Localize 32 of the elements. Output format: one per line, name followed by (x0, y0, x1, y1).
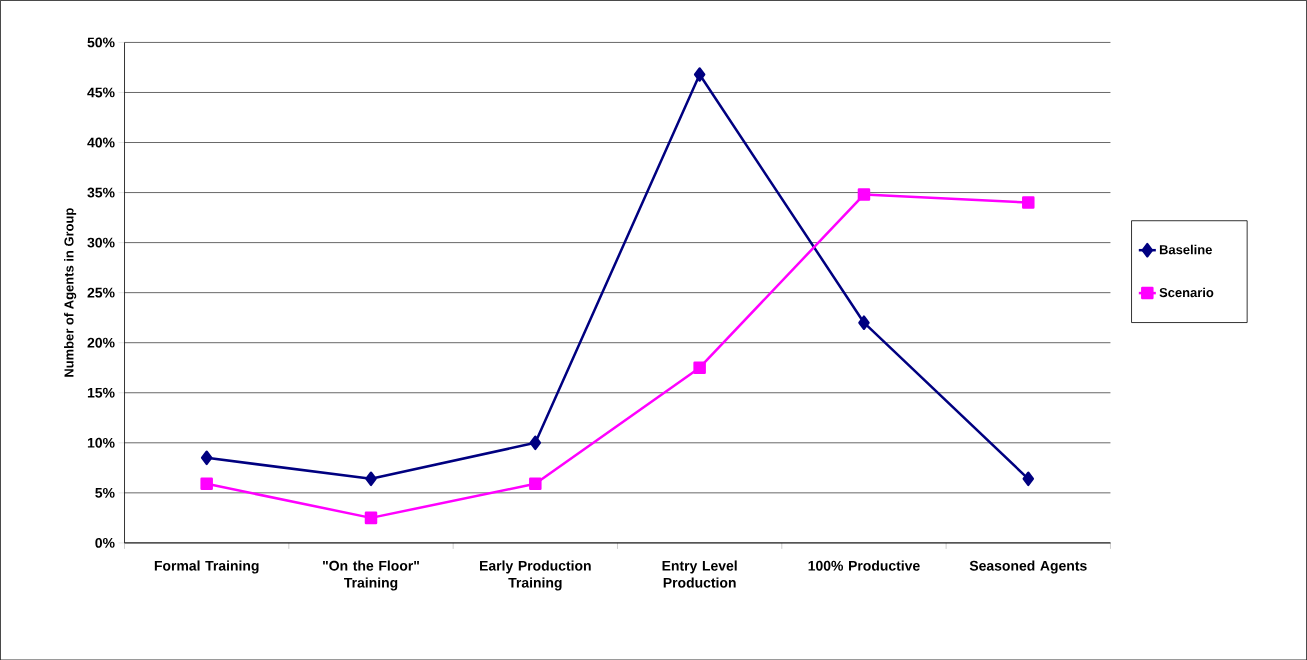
point (529, 435, 542, 450)
point (200, 450, 213, 465)
point (857, 188, 871, 201)
x-tick-label: Formal Training (154, 560, 259, 574)
point (364, 511, 378, 524)
y-tick-label: 5% (95, 487, 115, 498)
y-tick-label: 20% (87, 337, 115, 348)
point (693, 361, 706, 374)
y-tick-label: 30% (87, 237, 115, 248)
point (1022, 196, 1035, 209)
y-tick-label: 25% (87, 287, 115, 298)
y-tick-label: 0% (95, 537, 115, 548)
y-tick-label: 45% (87, 87, 115, 98)
point (858, 315, 870, 330)
legend-label: Baseline (1159, 244, 1212, 255)
y-tick-label: 15% (87, 387, 115, 398)
y-tick-label: 50% (87, 37, 115, 48)
point (365, 471, 377, 486)
x-tick-label: 100% Productive (808, 560, 920, 571)
point (1022, 471, 1035, 486)
y-axis-title: Number of Agents in Group (64, 208, 77, 377)
y-tick-label: 40% (87, 137, 115, 148)
x-tick-label: Seasoned Agents (969, 560, 1087, 574)
y-tick-label: 35% (87, 187, 115, 198)
x-tick-label: "On the Floor" Training (323, 560, 419, 591)
x-tick-label: Early Production Training (480, 560, 591, 591)
legend-label: Scenario (1159, 287, 1214, 297)
y-tick-label: 10% (87, 437, 115, 448)
x-tick-label: Entry Level Production (662, 560, 737, 588)
point (529, 477, 542, 490)
point (693, 67, 706, 82)
point (200, 477, 213, 490)
